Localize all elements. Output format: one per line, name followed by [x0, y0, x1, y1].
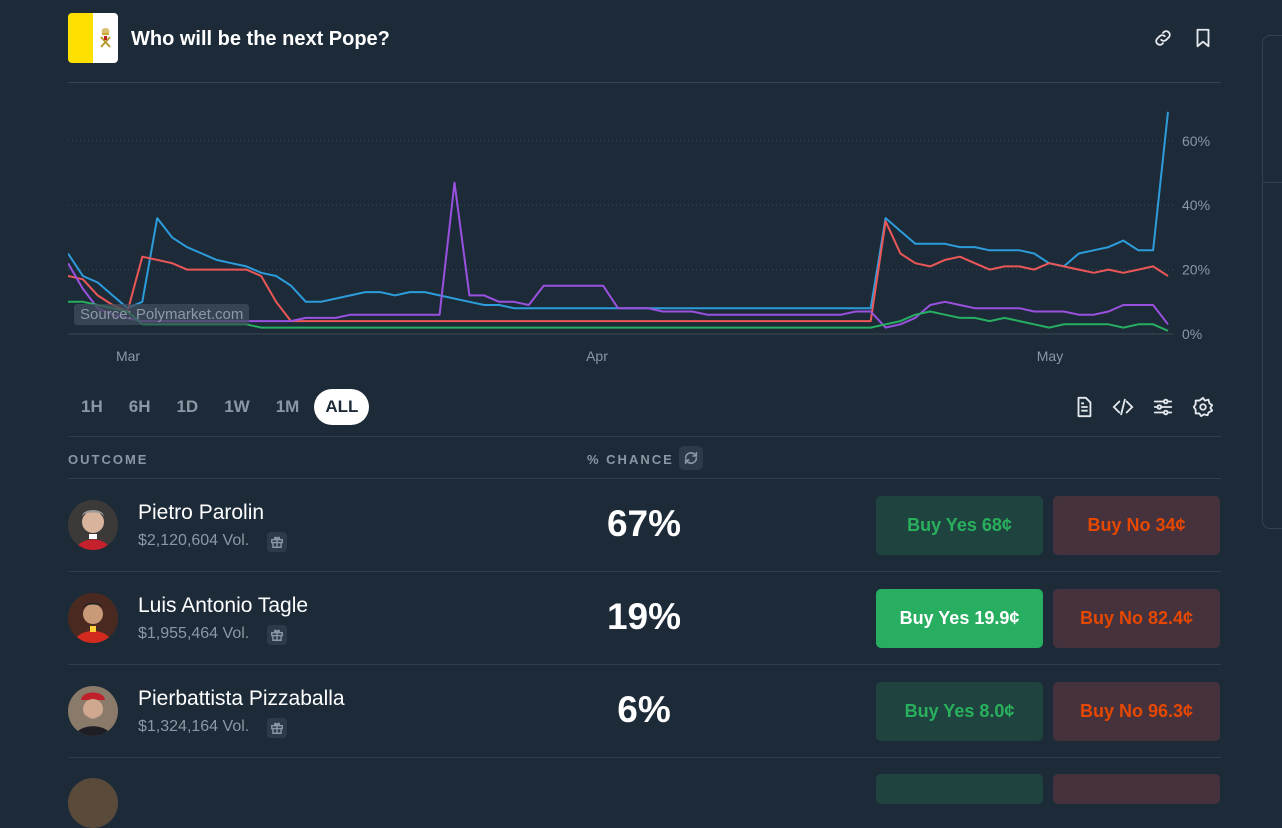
- outcome-row-pizzaballa[interactable]: Pierbattista Pizzaballa $1,324,164 Vol. …: [68, 665, 1221, 757]
- document-icon[interactable]: [1073, 396, 1095, 418]
- buy-yes-button[interactable]: Buy Yes 68¢: [876, 496, 1043, 555]
- outcome-chance: 6%: [617, 689, 671, 730]
- series-line-1: [68, 220, 1169, 323]
- market-header: Who will be the next Pope?: [68, 13, 1221, 63]
- gift-icon[interactable]: [267, 532, 287, 552]
- outcome-chance: 67%: [606, 503, 682, 544]
- code-icon[interactable]: [1112, 396, 1134, 418]
- avatar: [68, 686, 118, 736]
- x-tick-label: May: [1037, 348, 1063, 364]
- range-button-1w[interactable]: 1W: [224, 397, 250, 416]
- buy-no-button[interactable]: Buy No 34¢: [1053, 496, 1220, 555]
- toolbar-divider: [68, 436, 1221, 437]
- avatar: [68, 500, 118, 550]
- range-button-6h[interactable]: 6H: [128, 397, 151, 416]
- header-divider: [68, 82, 1221, 83]
- vatican-flag-icon: [68, 13, 118, 63]
- buy-yes-button[interactable]: Buy Yes 8.0¢: [876, 682, 1043, 741]
- outcome-column-header: OUTCOME: [68, 452, 149, 467]
- range-button-1m[interactable]: 1M: [275, 397, 300, 416]
- settings-gear-icon[interactable]: [1192, 396, 1214, 418]
- y-tick-label: 60%: [1182, 133, 1210, 149]
- avatar: [68, 593, 118, 643]
- y-tick-label: 0%: [1182, 326, 1202, 342]
- sliders-icon[interactable]: [1152, 396, 1174, 418]
- y-tick-label: 40%: [1182, 197, 1210, 213]
- range-button-1h[interactable]: 1H: [81, 397, 103, 416]
- range-button-1d[interactable]: 1D: [176, 397, 199, 416]
- side-trade-panel: [1262, 35, 1282, 529]
- next-buy-no-button[interactable]: [1053, 774, 1220, 804]
- market-title: Who will be the next Pope?: [131, 28, 390, 50]
- chance-column-header: % CHANCE: [587, 452, 674, 467]
- outcome-name[interactable]: Luis Antonio Tagle: [138, 594, 309, 617]
- range-button-all[interactable]: ALL: [314, 389, 370, 425]
- outcome-row-tagle[interactable]: Luis Antonio Tagle $1,955,464 Vol. 19% B…: [68, 572, 1221, 664]
- chart-source-watermark: Source: Polymarket.com: [74, 304, 250, 325]
- price-history-chart[interactable]: 0% 20% 40% 60% Mar Apr May Source: Polymarket…: [68, 95, 1228, 375]
- x-tick-label: Mar: [116, 348, 140, 364]
- outcome-row-parolin[interactable]: Pietro Parolin $2,120,604 Vol. 67% Buy Y…: [68, 479, 1221, 571]
- outcome-volume: $2,120,604 Vol.: [138, 532, 250, 549]
- outcome-volume: $1,324,164 Vol.: [138, 718, 250, 735]
- row-divider: [68, 664, 1221, 665]
- buy-yes-button[interactable]: Buy Yes 19.9¢: [876, 589, 1043, 648]
- table-header-divider: [68, 478, 1221, 479]
- time-range-selector: 1H 6H 1D 1W 1M ALL: [70, 389, 370, 425]
- chart-svg: 0% 20% 40% 60% Mar Apr May: [68, 111, 1210, 364]
- bookmark-icon[interactable]: [1192, 27, 1214, 49]
- series-line-3: [68, 300, 1169, 332]
- outcome-name[interactable]: Pierbattista Pizzaballa: [138, 687, 345, 710]
- next-buy-yes-button[interactable]: [876, 774, 1043, 804]
- buy-no-button[interactable]: Buy No 96.3¢: [1053, 682, 1220, 741]
- refresh-icon[interactable]: [679, 446, 703, 470]
- buy-no-button[interactable]: Buy No 82.4¢: [1053, 589, 1220, 648]
- row-divider: [68, 757, 1221, 758]
- outcome-volume: $1,955,464 Vol.: [138, 625, 250, 642]
- y-tick-label: 20%: [1182, 262, 1210, 278]
- link-icon[interactable]: [1152, 27, 1174, 49]
- outcome-name[interactable]: Pietro Parolin: [138, 501, 265, 524]
- next-row-avatar: [68, 778, 118, 828]
- outcome-chance: 19%: [606, 596, 682, 637]
- gift-icon[interactable]: [267, 625, 287, 645]
- x-tick-label: Apr: [586, 348, 608, 364]
- series-line-2: [68, 181, 1169, 329]
- gift-icon[interactable]: [267, 718, 287, 738]
- row-divider: [68, 571, 1221, 572]
